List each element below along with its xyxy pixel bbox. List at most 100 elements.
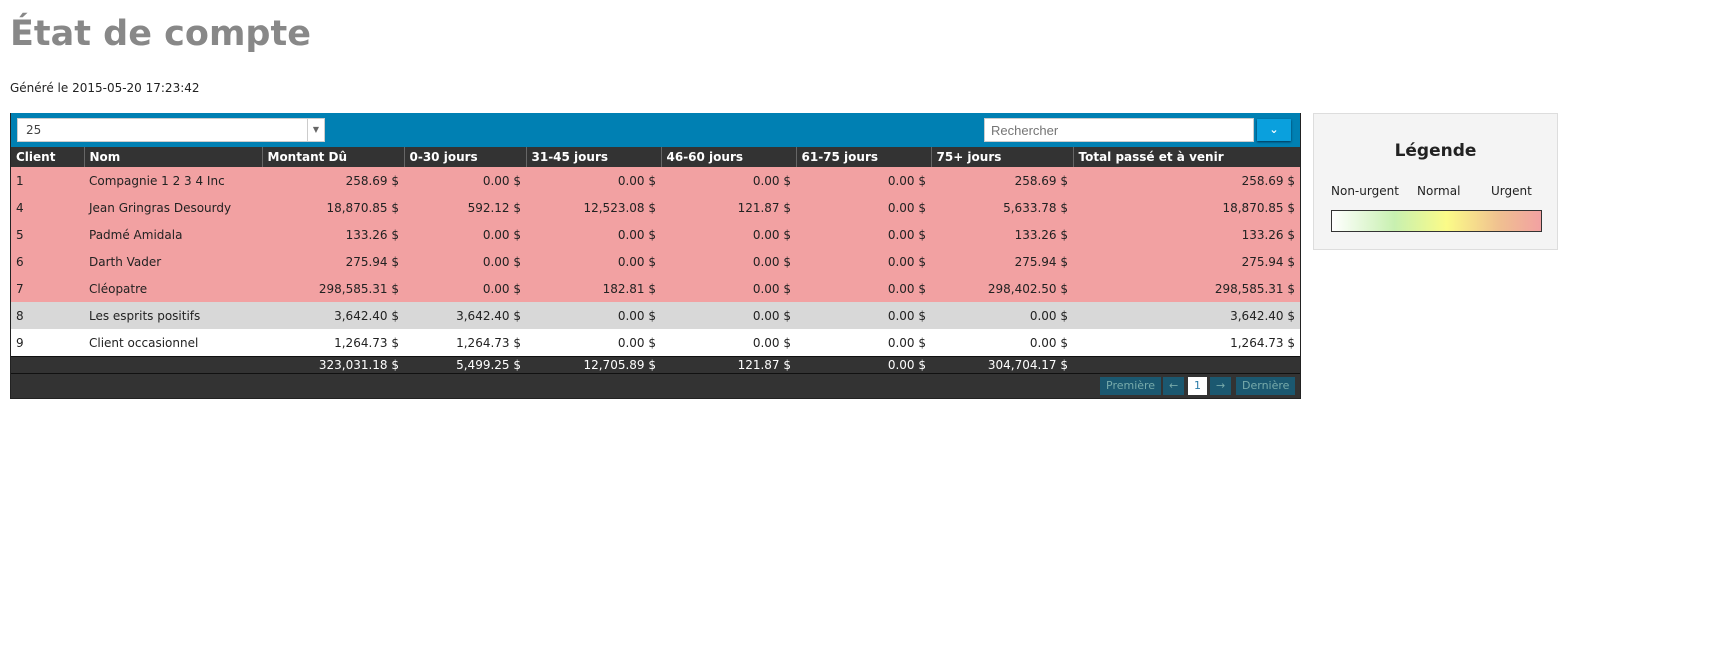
column-header[interactable]: Montant Dû bbox=[261, 147, 404, 167]
table-row[interactable]: 5 Padmé Amidala 133.26 $0.00 $0.00 $0.00 $… bbox=[11, 221, 1300, 248]
table-cell: 0.00 $ bbox=[526, 302, 661, 329]
table-cell: 0.00 $ bbox=[661, 275, 796, 302]
table-cell: 592.12 $ bbox=[404, 194, 526, 221]
legend-panel: Légende Non-urgent Normal Urgent bbox=[1313, 113, 1558, 250]
dropdown-arrow-icon[interactable]: ▼ bbox=[307, 119, 324, 141]
total-cell bbox=[1073, 356, 1300, 373]
table-cell: 258.69 $ bbox=[262, 167, 404, 194]
table-cell: 6 bbox=[11, 248, 84, 275]
table-cell: 0.00 $ bbox=[752, 335, 791, 350]
table-cell: 18,870.85 $ bbox=[1073, 194, 1300, 221]
table-cell: 258.69 $ bbox=[1073, 167, 1300, 194]
table-cell: 0.00 $ bbox=[796, 194, 931, 221]
first-page-button[interactable]: Première bbox=[1100, 377, 1162, 395]
table-cell: Compagnie 1 2 3 4 Inc bbox=[84, 167, 262, 194]
table-cell: 275.94 $ bbox=[1073, 248, 1300, 275]
legend-gradient-bar bbox=[1331, 210, 1542, 232]
table-cell: Client occasionnel bbox=[89, 335, 199, 350]
total-cell: 304,704.17 $ bbox=[931, 356, 1073, 373]
table-cell: 0.00 $ bbox=[661, 167, 796, 194]
table-row[interactable]: 4 Jean Gringras Desourdy 18,870.85 $592.12… bbox=[11, 194, 1300, 221]
table-cell: Les esprits positifs bbox=[84, 302, 262, 329]
statement-table: Client Nom Montant Dû 0-30 jours 31-45 jours… bbox=[11, 147, 1300, 373]
page-1-button[interactable]: 1 bbox=[1188, 377, 1207, 395]
table-cell: 133.26 $ bbox=[1073, 221, 1300, 248]
page-title: État de compte bbox=[10, 14, 311, 54]
table-row[interactable]: 7 Cléopatre 298,585.31 $0.00 $182.81 $0.00… bbox=[11, 275, 1300, 302]
legend-label-non-urgent: Non-urgent bbox=[1331, 184, 1399, 198]
table-cell: 3,642.40 $ bbox=[262, 302, 404, 329]
table-cell: 3,642.40 $ bbox=[1073, 302, 1300, 329]
search-input[interactable] bbox=[984, 118, 1254, 142]
table-cell: 0.00 $ bbox=[404, 248, 526, 275]
table-cell: 0.00 $ bbox=[887, 335, 926, 350]
table-cell: 298,585.31 $ bbox=[1073, 275, 1300, 302]
table-cell: Cléopatre bbox=[84, 275, 262, 302]
table-cell: 133.26 $ bbox=[262, 221, 404, 248]
table-cell: 0.00 $ bbox=[661, 221, 796, 248]
search-options-button[interactable]: ⌄ bbox=[1257, 119, 1291, 141]
table-cell: 0.00 $ bbox=[796, 167, 931, 194]
total-cell: 323,031.18 $ bbox=[262, 356, 404, 373]
legend-label-urgent: Urgent bbox=[1491, 184, 1532, 198]
table-cell: 0.00 $ bbox=[526, 221, 661, 248]
prev-page-button[interactable]: ← bbox=[1163, 377, 1185, 395]
column-header[interactable]: 0-30 jours bbox=[403, 147, 526, 167]
column-header[interactable]: 61-75 jours bbox=[795, 147, 931, 167]
table-cell: 18,870.85 $ bbox=[262, 194, 404, 221]
last-page-button[interactable]: Dernière bbox=[1236, 377, 1296, 395]
table-row[interactable]: 1 Compagnie 1 2 3 4 Inc 258.69 $0.00 $0.00… bbox=[11, 167, 1300, 194]
page-size-select[interactable]: 25 ▼ bbox=[17, 118, 325, 142]
total-cell bbox=[84, 356, 262, 373]
table-cell: Jean Gringras Desourdy bbox=[84, 194, 262, 221]
generated-timestamp: Généré le 2015-05-20 17:23:42 bbox=[10, 81, 200, 95]
table-cell: 275.94 $ bbox=[262, 248, 404, 275]
table-cell: 121.87 $ bbox=[661, 194, 796, 221]
table-cell: 0.00 $ bbox=[404, 275, 526, 302]
table-toolbar: 25 ▼ ⌄ bbox=[11, 113, 1300, 147]
table-cell: 3,642.40 $ bbox=[404, 302, 526, 329]
table-row[interactable]: 9 Client occasionnel 1,264.73 $ 1,264.73 $ 0… bbox=[11, 329, 1300, 357]
legend-label-normal: Normal bbox=[1417, 184, 1461, 198]
table-cell: 0.00 $ bbox=[661, 302, 796, 329]
table-cell: Padmé Amidala bbox=[84, 221, 262, 248]
table-cell: 4 bbox=[11, 194, 84, 221]
table-cell: 7 bbox=[11, 275, 84, 302]
column-header[interactable]: 46-60 jours bbox=[660, 147, 796, 167]
column-header[interactable]: Total passé et à venir bbox=[1072, 147, 1300, 167]
table-cell: 1,264.73 $ bbox=[456, 335, 521, 350]
table-cell: 1,264.73 $ bbox=[334, 335, 399, 350]
table-cell: 0.00 $ bbox=[404, 167, 526, 194]
table-cell: 0.00 $ bbox=[526, 167, 661, 194]
table-cell: 5 bbox=[11, 221, 84, 248]
column-header[interactable]: Nom bbox=[83, 147, 262, 167]
table-cell: 182.81 $ bbox=[526, 275, 661, 302]
table-row[interactable]: 6 Darth Vader 275.94 $0.00 $0.00 $0.00 $0.… bbox=[11, 248, 1300, 275]
table-cell: 0.00 $ bbox=[661, 248, 796, 275]
column-header[interactable]: 75+ jours bbox=[930, 147, 1073, 167]
legend-title: Légende bbox=[1394, 141, 1477, 161]
total-cell: 0.00 $ bbox=[796, 356, 931, 373]
next-page-button[interactable]: → bbox=[1210, 377, 1232, 395]
table-cell: 1 bbox=[11, 167, 84, 194]
total-cell: 121.87 $ bbox=[661, 356, 796, 373]
column-header[interactable]: 31-45 jours bbox=[525, 147, 661, 167]
table-cell: 0.00 $ bbox=[796, 221, 931, 248]
table-cell: 258.69 $ bbox=[931, 167, 1073, 194]
table-cell: 133.26 $ bbox=[931, 221, 1073, 248]
total-cell: 5,499.25 $ bbox=[404, 356, 526, 373]
table-cell: 0.00 $ bbox=[617, 335, 656, 350]
column-header[interactable]: Client bbox=[11, 147, 84, 167]
table-cell: 0.00 $ bbox=[404, 221, 526, 248]
table-cell: 0.00 $ bbox=[796, 302, 931, 329]
table-cell: 0.00 $ bbox=[526, 248, 661, 275]
chevron-down-icon: ⌄ bbox=[1269, 123, 1279, 136]
table-cell: Darth Vader bbox=[84, 248, 262, 275]
table-cell: 298,402.50 $ bbox=[931, 275, 1073, 302]
table-cell: 0.00 $ bbox=[796, 275, 931, 302]
table-row[interactable]: 8 Les esprits positifs 3,642.40 $3,642.40 … bbox=[11, 302, 1300, 329]
table-cell: 9 bbox=[16, 335, 24, 350]
table-cell: 12,523.08 $ bbox=[526, 194, 661, 221]
pagination: Première ← 1 → Dernière bbox=[11, 373, 1300, 398]
